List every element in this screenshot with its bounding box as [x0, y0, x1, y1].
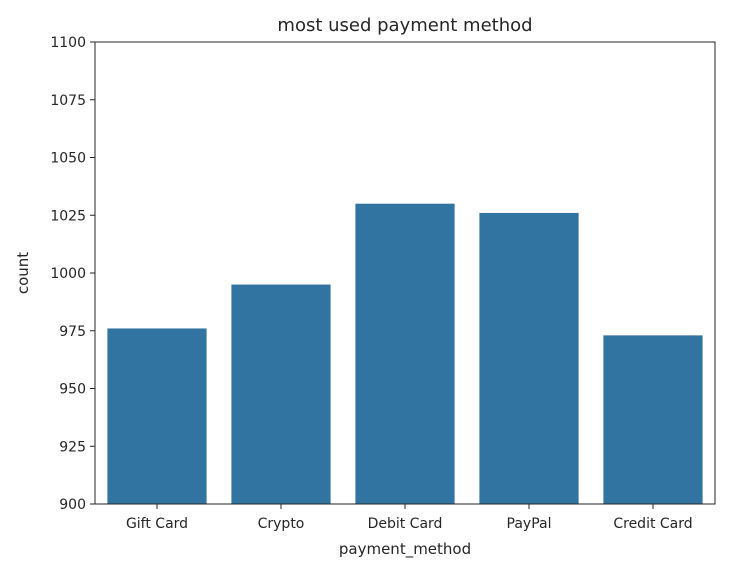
plot-frame [94, 41, 716, 505]
x-axis: Gift Card Crypto Debit Card PayPal Credit Ca… [126, 504, 693, 532]
y-tick-label: 950 [59, 382, 86, 398]
x-tick-label: Credit Card [613, 516, 692, 532]
y-axis-label: count [14, 252, 32, 294]
x-tick-label: Crypto [258, 516, 305, 532]
bars-group [107, 203, 703, 504]
y-tick-label: 1050 [50, 151, 86, 167]
y-axis: 900 925 950 975 1000 1025 1050 1075 1100 [50, 35, 95, 513]
x-axis-label: payment_method [339, 540, 471, 559]
y-tick-label: 1075 [50, 93, 86, 109]
y-tick-label: 1100 [50, 35, 86, 51]
bar-crypto [231, 284, 331, 504]
bar-gift-card [107, 328, 207, 504]
x-tick-label: Gift Card [126, 516, 188, 532]
x-tick-label: PayPal [507, 516, 552, 532]
bar-credit-card [603, 335, 703, 504]
bar-debit-card [355, 203, 455, 504]
y-tick-label: 900 [59, 497, 86, 513]
y-tick-label: 925 [59, 439, 86, 455]
y-tick-label: 1000 [50, 266, 86, 282]
y-tick-label: 975 [59, 324, 86, 340]
chart-title: most used payment method [277, 15, 532, 36]
y-tick-label: 1025 [50, 208, 86, 224]
x-tick-label: Debit Card [368, 516, 443, 532]
bar-paypal [479, 212, 579, 504]
